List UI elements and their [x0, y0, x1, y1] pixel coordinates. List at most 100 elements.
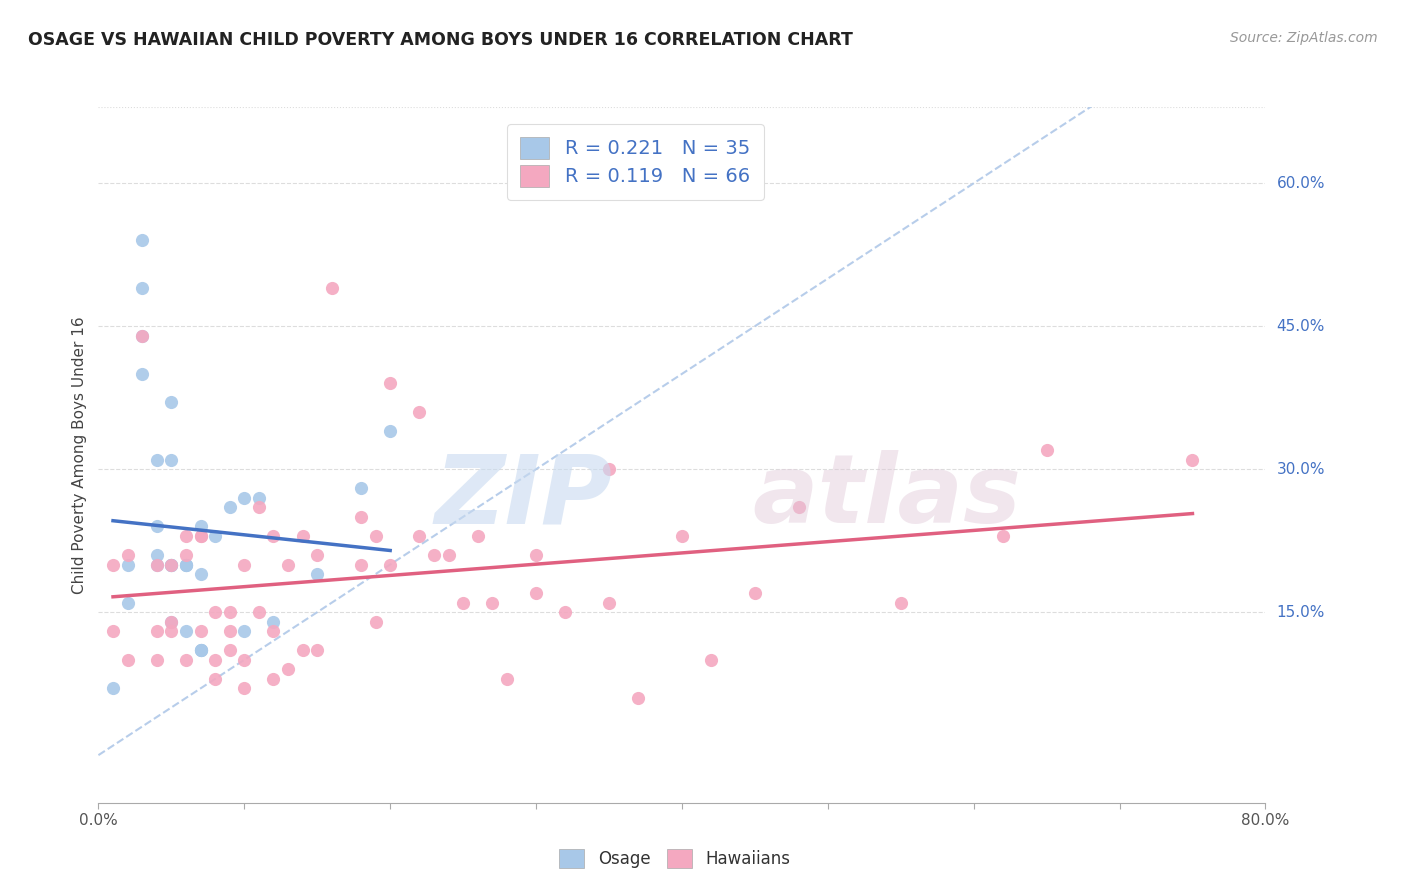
Point: [218, 500, 240, 515]
Point: [1181, 452, 1204, 467]
Point: [890, 596, 912, 610]
Point: [218, 643, 240, 657]
Point: [495, 672, 517, 686]
Text: ZIP: ZIP: [434, 450, 612, 543]
Point: [233, 558, 256, 572]
Point: [131, 367, 153, 381]
Point: [204, 672, 226, 686]
Point: [291, 643, 314, 657]
Point: [350, 558, 373, 572]
Point: [408, 405, 430, 419]
Point: [247, 605, 270, 619]
Point: [174, 558, 197, 572]
Text: Source: ZipAtlas.com: Source: ZipAtlas.com: [1230, 31, 1378, 45]
Point: [101, 681, 124, 696]
Point: [174, 529, 197, 543]
Point: [174, 548, 197, 562]
Point: [204, 653, 226, 667]
Point: [262, 672, 284, 686]
Point: [146, 558, 169, 572]
Point: [146, 452, 169, 467]
Text: atlas: atlas: [752, 450, 1021, 543]
Point: [233, 491, 256, 505]
Point: [262, 529, 284, 543]
Point: [218, 624, 240, 639]
Point: [233, 624, 256, 639]
Point: [598, 596, 620, 610]
Point: [146, 519, 169, 533]
Point: [190, 643, 212, 657]
Point: [131, 281, 153, 295]
Point: [117, 596, 139, 610]
Point: [131, 234, 153, 248]
Point: [117, 558, 139, 572]
Point: [524, 548, 547, 562]
Point: [247, 491, 270, 505]
Point: [291, 529, 314, 543]
Point: [101, 558, 124, 572]
Point: [160, 452, 183, 467]
Y-axis label: Child Poverty Among Boys Under 16: Child Poverty Among Boys Under 16: [72, 316, 87, 594]
Point: [190, 643, 212, 657]
Point: [627, 690, 650, 705]
Point: [131, 328, 153, 343]
Point: [307, 643, 329, 657]
Point: [451, 596, 474, 610]
Point: [160, 395, 183, 409]
Point: [174, 653, 197, 667]
Point: [277, 662, 299, 676]
Point: [700, 653, 723, 667]
Point: [307, 567, 329, 582]
Point: [262, 624, 284, 639]
Point: [364, 615, 387, 629]
Point: [467, 529, 489, 543]
Point: [321, 281, 343, 295]
Point: [423, 548, 446, 562]
Point: [307, 548, 329, 562]
Legend: R = 0.221   N = 35, R = 0.119   N = 66: R = 0.221 N = 35, R = 0.119 N = 66: [506, 124, 763, 200]
Point: [378, 376, 402, 391]
Point: [160, 615, 183, 629]
Point: [190, 567, 212, 582]
Legend: Osage, Hawaiians: Osage, Hawaiians: [553, 843, 797, 875]
Point: [991, 529, 1014, 543]
Point: [350, 509, 373, 524]
Point: [174, 558, 197, 572]
Point: [218, 605, 240, 619]
Point: [160, 558, 183, 572]
Point: [378, 424, 402, 438]
Text: 60.0%: 60.0%: [1277, 176, 1324, 191]
Point: [671, 529, 693, 543]
Point: [408, 529, 430, 543]
Point: [524, 586, 547, 600]
Point: [174, 558, 197, 572]
Point: [190, 519, 212, 533]
Point: [160, 558, 183, 572]
Point: [117, 548, 139, 562]
Text: 30.0%: 30.0%: [1277, 462, 1324, 476]
Point: [117, 653, 139, 667]
Point: [190, 529, 212, 543]
Point: [1035, 443, 1057, 458]
Point: [160, 615, 183, 629]
Point: [101, 624, 124, 639]
Point: [787, 500, 810, 515]
Point: [131, 328, 153, 343]
Point: [378, 558, 402, 572]
Text: OSAGE VS HAWAIIAN CHILD POVERTY AMONG BOYS UNDER 16 CORRELATION CHART: OSAGE VS HAWAIIAN CHILD POVERTY AMONG BO…: [28, 31, 853, 49]
Point: [437, 548, 460, 562]
Point: [160, 624, 183, 639]
Point: [598, 462, 620, 476]
Text: 45.0%: 45.0%: [1277, 318, 1324, 334]
Point: [233, 653, 256, 667]
Text: 15.0%: 15.0%: [1277, 605, 1324, 620]
Point: [190, 529, 212, 543]
Point: [174, 624, 197, 639]
Point: [204, 605, 226, 619]
Point: [146, 624, 169, 639]
Point: [247, 500, 270, 515]
Point: [204, 529, 226, 543]
Point: [350, 481, 373, 495]
Point: [481, 596, 503, 610]
Point: [233, 681, 256, 696]
